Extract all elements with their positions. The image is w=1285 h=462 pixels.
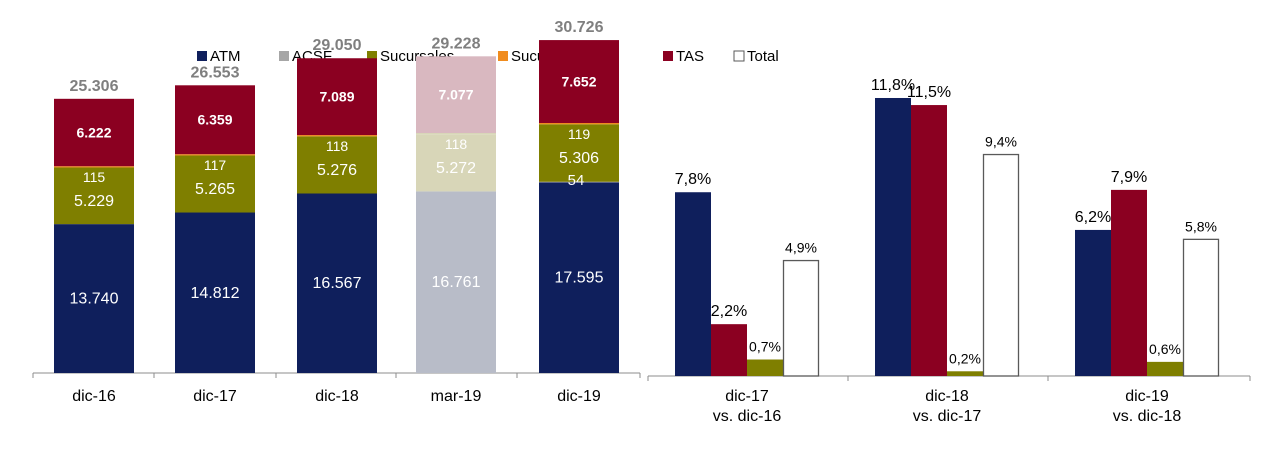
growth-bar-atm-dic-19 (1075, 229, 1111, 376)
bar-sucursales-dic-16 (54, 167, 134, 225)
bar-acsf-dic-19 (539, 181, 619, 183)
growth-label-total-dic-17: 4,9% (785, 240, 817, 256)
data-label-sucursales-dic-17: 5.265 (195, 181, 235, 198)
bar-sucursal_movil-dic-18 (297, 135, 377, 137)
data-label-sucursales-dic-16: 5.229 (74, 193, 114, 210)
data-label-sucursales-mar-19: 5.272 (436, 160, 476, 177)
category-label-line1-dic-18: dic-18 (925, 388, 969, 405)
category-label-line2-dic-17: vs. dic-16 (713, 408, 782, 425)
growth-label-total-dic-18: 9,4% (985, 134, 1017, 150)
bar-sucursales-dic-19 (539, 124, 619, 182)
total-label-dic-16: 25.306 (70, 78, 119, 95)
data-label-tas-dic-16: 6.222 (76, 125, 111, 141)
growth-bar-tas-dic-18 (911, 105, 947, 376)
bar-tas-mar-19 (416, 56, 496, 133)
category-label-mar-19: mar-19 (431, 388, 482, 405)
data-label-tas-dic-17: 6.359 (197, 112, 232, 128)
category-label-dic-17: dic-17 (193, 388, 237, 405)
category-label-dic-16: dic-16 (72, 388, 116, 405)
data-label-acsf-dic-19: 54 (568, 172, 585, 189)
data-label-sucursal_movil-dic-17: 117 (204, 157, 227, 173)
data-label-tas-dic-19: 7.652 (561, 74, 596, 90)
data-label-sucursal_movil-dic-16: 115 (83, 169, 106, 185)
total-label-dic-19: 30.726 (555, 19, 604, 36)
growth-bar-sucursales-dic-19 (1147, 361, 1183, 376)
stacked-bar-chart: 13.740 5.229 6.222 115 25.306 dic-16 14.812 5.2… (32, 19, 641, 405)
legend-swatch-sucursal_movil (498, 51, 508, 61)
total-label-mar-19: 29.228 (432, 35, 481, 52)
total-label-dic-18: 29.050 (313, 37, 362, 54)
legend-label-total: Total (747, 48, 779, 65)
category-label-line1-dic-19: dic-19 (1125, 388, 1169, 405)
bar-atm-dic-17 (175, 212, 255, 373)
bar-sucursal_movil-dic-16 (54, 166, 134, 168)
category-label-dic-19: dic-19 (557, 388, 601, 405)
data-label-atm-dic-16: 13.740 (70, 291, 119, 308)
growth-label-total-dic-19: 5,8% (1185, 218, 1217, 234)
growth-label-sucursales-dic-17: 0,7% (749, 339, 781, 355)
growth-label-sucursales-dic-18: 0,2% (949, 350, 981, 366)
growth-label-tas-dic-19: 7,9% (1111, 169, 1147, 186)
data-label-atm-dic-19: 17.595 (555, 270, 604, 287)
legend-swatch-tas (663, 51, 673, 61)
bar-sucursales-dic-18 (297, 136, 377, 194)
data-label-sucursales-dic-19: 5.306 (559, 150, 599, 167)
growth-bar-sucursales-dic-17 (747, 359, 783, 376)
category-label-line2-dic-19: vs. dic-18 (1113, 408, 1182, 425)
data-label-tas-dic-18: 7.089 (319, 89, 354, 105)
growth-label-tas-dic-17: 2,2% (711, 303, 747, 320)
data-label-sucursal_movil-mar-19: 118 (445, 136, 468, 152)
growth-bar-sucursales-dic-18 (947, 371, 983, 376)
bar-sucursal_movil-dic-17 (175, 154, 255, 156)
data-label-atm-dic-18: 16.567 (313, 275, 362, 292)
bar-atm-dic-18 (297, 193, 377, 373)
growth-bar-total-dic-19 (1182, 238, 1220, 377)
total-label-dic-17: 26.553 (191, 64, 240, 81)
data-label-tas-mar-19: 7.077 (438, 87, 473, 103)
growth-bar-atm-dic-18 (875, 97, 911, 376)
growth-bar-atm-dic-17 (675, 192, 711, 376)
category-label-line1-dic-17: dic-17 (725, 388, 769, 405)
legend-swatch-sucursales (367, 51, 377, 61)
growth-bar-total-dic-17 (782, 259, 820, 377)
bar-tas-dic-19 (539, 40, 619, 123)
data-label-sucursales-dic-18: 5.276 (317, 162, 357, 179)
growth-label-sucursales-dic-19: 0,6% (1149, 341, 1181, 357)
growth-bar-total-dic-18 (982, 153, 1020, 377)
bar-sucursal_movil-dic-19 (539, 122, 619, 125)
bar-sucursales-dic-17 (175, 155, 255, 213)
growth-label-atm-dic-17: 7,8% (675, 171, 711, 188)
legend-swatch-acsf (279, 51, 289, 61)
bar-atm-dic-16 (54, 224, 134, 373)
bar-sucursal_movil-mar-19 (416, 132, 496, 135)
growth-bar-chart: 7,8% 2,2% 0,7% 4,9% dic-17 vs. dic-16 11,8%11,… (647, 77, 1251, 425)
category-label-dic-18: dic-18 (315, 388, 359, 405)
bar-tas-dic-17 (175, 85, 255, 155)
growth-bar-tas-dic-17 (711, 324, 747, 376)
legend-swatch-total (733, 50, 745, 62)
growth-label-atm-dic-18: 11,8% (871, 77, 915, 94)
data-label-sucursal_movil-dic-19: 119 (568, 126, 591, 142)
bar-atm-mar-19 (416, 191, 496, 373)
legend-label-atm: ATM (210, 48, 241, 65)
bar-atm-dic-19 (539, 182, 619, 373)
category-label-line2-dic-18: vs. dic-17 (913, 408, 982, 425)
growth-label-tas-dic-18: 11,5% (907, 84, 951, 101)
data-label-atm-mar-19: 16.761 (432, 274, 481, 291)
bar-tas-dic-16 (54, 98, 134, 167)
growth-bar-tas-dic-19 (1111, 189, 1147, 376)
legend-label-tas: TAS (676, 48, 704, 65)
data-label-atm-dic-17: 14.812 (191, 285, 240, 302)
bar-tas-dic-18 (297, 58, 377, 136)
legend-swatch-atm (197, 51, 207, 61)
growth-label-atm-dic-19: 6,2% (1075, 209, 1111, 226)
bar-sucursales-mar-19 (416, 134, 496, 192)
data-label-sucursal_movil-dic-18: 118 (326, 138, 349, 154)
